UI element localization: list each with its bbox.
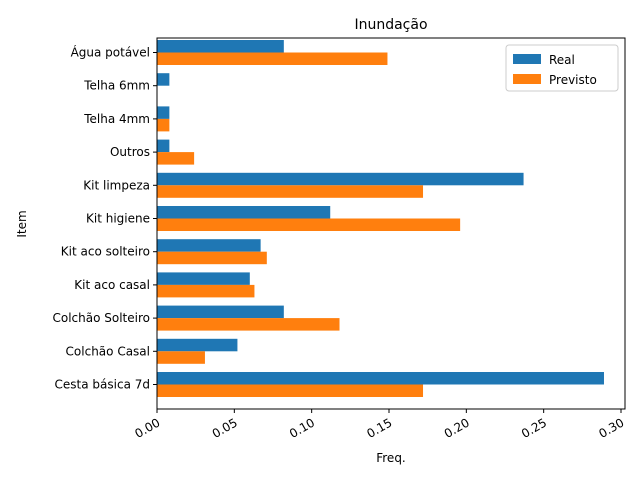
bar-real-colchao-casal (157, 338, 238, 352)
bar-real-telha-4mm (157, 106, 170, 119)
bar-real-kit-limpeza (157, 172, 524, 186)
x-tick-label: 0.05 (210, 415, 240, 440)
y-tick-label: Kit aco casal (74, 278, 150, 292)
bar-real-outros (157, 139, 170, 153)
bar-real-cesta-basica-7d (157, 372, 604, 385)
y-tick-label: Kit limpeza (83, 178, 150, 192)
x-tick-label: 0.00 (132, 415, 162, 440)
legend-label-real: Real (549, 53, 575, 67)
bars-layer (157, 40, 604, 397)
bar-previsto-colchao-casal (157, 351, 205, 364)
bar-real-colchao-solteiro (157, 305, 284, 319)
legend-label-previsto: Previsto (549, 73, 597, 87)
y-tick-label: Telha 4mm (83, 112, 150, 126)
y-tick-label: Kit aco solteiro (61, 245, 150, 259)
y-axis-label: Item (15, 210, 29, 237)
bar-previsto-colchao-solteiro (157, 318, 340, 331)
bar-previsto-cesta-basica-7d (157, 384, 424, 397)
x-tick-label: 0.25 (519, 415, 549, 440)
x-tick-label: 0.15 (364, 415, 394, 440)
bar-real-telha-6mm (157, 73, 170, 86)
bar-real-agua-potavel (157, 40, 284, 53)
chart-title: Inundação (354, 17, 427, 33)
bar-real-kit-aco-solteiro (157, 239, 261, 252)
bar-real-kit-higiene (157, 206, 331, 219)
y-tick-label: Colchão Solteiro (53, 311, 151, 325)
x-tick-label: 0.20 (442, 415, 472, 440)
x-tick-label: 0.10 (287, 415, 317, 440)
x-tick-label: 0.30 (596, 415, 626, 440)
bar-previsto-agua-potavel (157, 52, 388, 65)
legend-swatch-real (513, 54, 541, 64)
y-tick-label: Colchão Casal (66, 344, 150, 358)
bar-previsto-kit-limpeza (157, 185, 424, 198)
bar-previsto-kit-aco-solteiro (157, 251, 267, 265)
plot-frame (156, 37, 626, 410)
bar-previsto-telha-4mm (157, 118, 170, 132)
x-axis-label: Freq. (376, 451, 406, 465)
x-axis: 0.00 0.05 0.10 0.15 0.20 0.25 0.30 (132, 409, 627, 441)
y-tick-label: Outros (110, 145, 150, 159)
y-tick-label: Telha 6mm (83, 79, 150, 93)
bar-real-kit-aco-casal (157, 272, 250, 285)
y-tick-label: Kit higiene (86, 212, 150, 226)
bar-previsto-outros (157, 152, 195, 165)
bar-previsto-kit-aco-casal (157, 284, 255, 298)
bar-previsto-kit-higiene (157, 218, 461, 231)
y-axis: Cesta básica 7d Colchão Casal Colchão Solt… (53, 45, 157, 392)
legend-swatch-previsto (513, 74, 541, 84)
y-tick-label: Água potável (71, 45, 150, 60)
y-tick-label: Cesta básica 7d (55, 378, 150, 392)
legend: Real Previsto (505, 44, 619, 92)
